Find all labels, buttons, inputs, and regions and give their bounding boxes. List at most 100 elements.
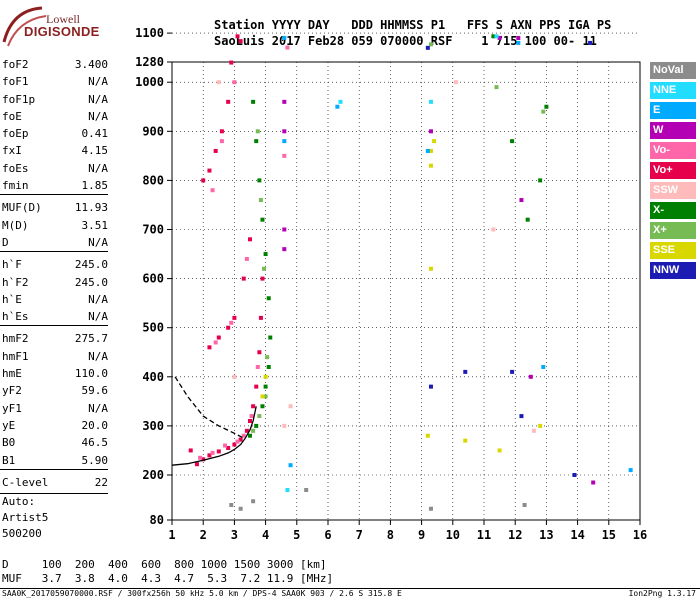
data-point-sse — [538, 423, 543, 428]
param-name: foE — [2, 109, 22, 123]
data-point-w — [282, 227, 287, 232]
y-tick-label: 1280 — [135, 55, 164, 69]
param-value: N/A — [88, 349, 108, 363]
param-value: 275.7 — [74, 332, 108, 346]
legend-item-nne: NNE — [650, 82, 696, 99]
data-point-e — [282, 35, 287, 40]
data-point-x- — [266, 296, 271, 301]
param-separator — [0, 251, 108, 256]
param-value: N/A — [88, 75, 108, 89]
data-point-sse — [428, 266, 433, 271]
data-point-x- — [263, 252, 268, 257]
x-tick-label: 13 — [539, 528, 553, 542]
param-name: hmF2 — [2, 332, 29, 346]
data-point-nnw — [572, 473, 577, 477]
y-tick-label: 800 — [142, 173, 164, 187]
param-row: M(D) 3.51 — [0, 217, 112, 234]
param-separator — [0, 493, 108, 495]
data-point-x- — [254, 139, 259, 144]
data-point-nnw — [510, 369, 515, 374]
param-value: 5.90 — [81, 453, 109, 467]
param-separator — [0, 468, 108, 474]
data-point-vo- — [229, 320, 234, 325]
y-tick-label: 500 — [142, 321, 164, 335]
param-row: hmF1 N/A — [0, 348, 112, 365]
data-point-x- — [248, 433, 252, 438]
param-name: MUF(D) — [2, 201, 42, 215]
param-value: 59.6 — [81, 384, 109, 398]
footer-divider — [0, 588, 700, 589]
param-name: B1 — [2, 453, 16, 467]
data-point-x- — [510, 139, 515, 144]
logo-text-lowell: Lowell — [46, 12, 80, 26]
data-point-vo- — [244, 256, 249, 261]
data-point-vo- — [248, 237, 252, 242]
direction-legend: NoVal NNE E W Vo- Vo+ SSW X- X+ SSE NNW — [650, 62, 696, 282]
logo-swoosh-icon — [2, 6, 47, 47]
data-point-ssw — [288, 404, 293, 409]
autoscaling-line: Artist5 — [2, 511, 49, 525]
y-tick-label: 200 — [142, 468, 164, 482]
param-row: B1 5.90 — [0, 452, 112, 469]
legend-item-e: E — [650, 102, 696, 119]
param-value: 3.51 — [81, 218, 109, 232]
data-point-vo- — [229, 60, 234, 65]
data-point-vo- — [282, 153, 287, 158]
param-name: foF1p — [2, 92, 36, 106]
muf-row: MUF 3.7 3.8 4.0 4.3 4.7 5.3 7.2 11.9 [MH… — [2, 572, 334, 585]
y-tick-label: 1100 — [135, 26, 164, 40]
legend-item-ssw: SSW — [650, 182, 696, 199]
data-point-x- — [268, 335, 273, 340]
data-point-e — [425, 148, 430, 153]
data-point-vo- — [254, 384, 259, 389]
data-point-x- — [494, 85, 499, 90]
data-point-noval — [304, 488, 309, 492]
data-point-w — [519, 198, 524, 203]
param-row: yE 20.0 — [0, 417, 112, 434]
param-row: h`E N/A — [0, 291, 112, 308]
data-point-vo- — [238, 437, 243, 442]
data-point-vo- — [201, 178, 206, 183]
x-tick-label: 8 — [387, 528, 394, 542]
param-value: 11.93 — [74, 201, 108, 215]
data-point-vo- — [249, 414, 254, 419]
x-tick-label: 4 — [262, 528, 269, 542]
data-point-vo- — [241, 276, 246, 281]
legend-item-vo-: Vo+ — [650, 162, 696, 179]
data-point-nne — [494, 34, 499, 39]
station-header-labels: Station YYYY DAY DDD HHMMSS P1 FFS S AXN… — [214, 18, 612, 32]
data-point-w — [516, 36, 521, 41]
data-point-w — [528, 374, 533, 379]
param-value: N/A — [88, 310, 108, 324]
param-row: yF1 N/A — [0, 400, 112, 417]
param-name: foF2 — [2, 58, 29, 71]
param-row: hmF2 275.7 — [0, 330, 112, 347]
param-name: M(D) — [2, 218, 29, 232]
y-tick-label: 300 — [142, 419, 164, 433]
data-point-vo- — [232, 315, 237, 320]
param-value: N/A — [88, 161, 108, 175]
param-row: foF1 N/A — [0, 73, 112, 90]
param-name: hmF1 — [2, 349, 29, 363]
data-point-x- — [428, 42, 433, 47]
param-name: C-level — [2, 475, 49, 489]
data-point-noval — [428, 506, 433, 511]
data-point-e — [288, 463, 293, 468]
param-value: N/A — [88, 401, 108, 415]
data-point-sse — [260, 394, 265, 399]
x-tick-label: 5 — [293, 528, 300, 542]
param-value: N/A — [88, 92, 108, 106]
data-point-nne — [428, 99, 433, 104]
data-point-vo- — [226, 325, 231, 330]
data-point-noval — [251, 499, 256, 504]
autoscaling-line: 500200 — [2, 527, 42, 541]
data-point-x- — [251, 99, 256, 104]
data-point-x- — [257, 414, 262, 419]
param-row: foE N/A — [0, 108, 112, 125]
data-point-nnw — [428, 384, 433, 389]
data-point-x- — [525, 217, 530, 222]
software-version: Ion2Png 1.3.17 — [628, 589, 696, 598]
param-row: D N/A — [0, 234, 112, 251]
data-point-x- — [266, 364, 271, 369]
data-point-x- — [260, 217, 265, 222]
